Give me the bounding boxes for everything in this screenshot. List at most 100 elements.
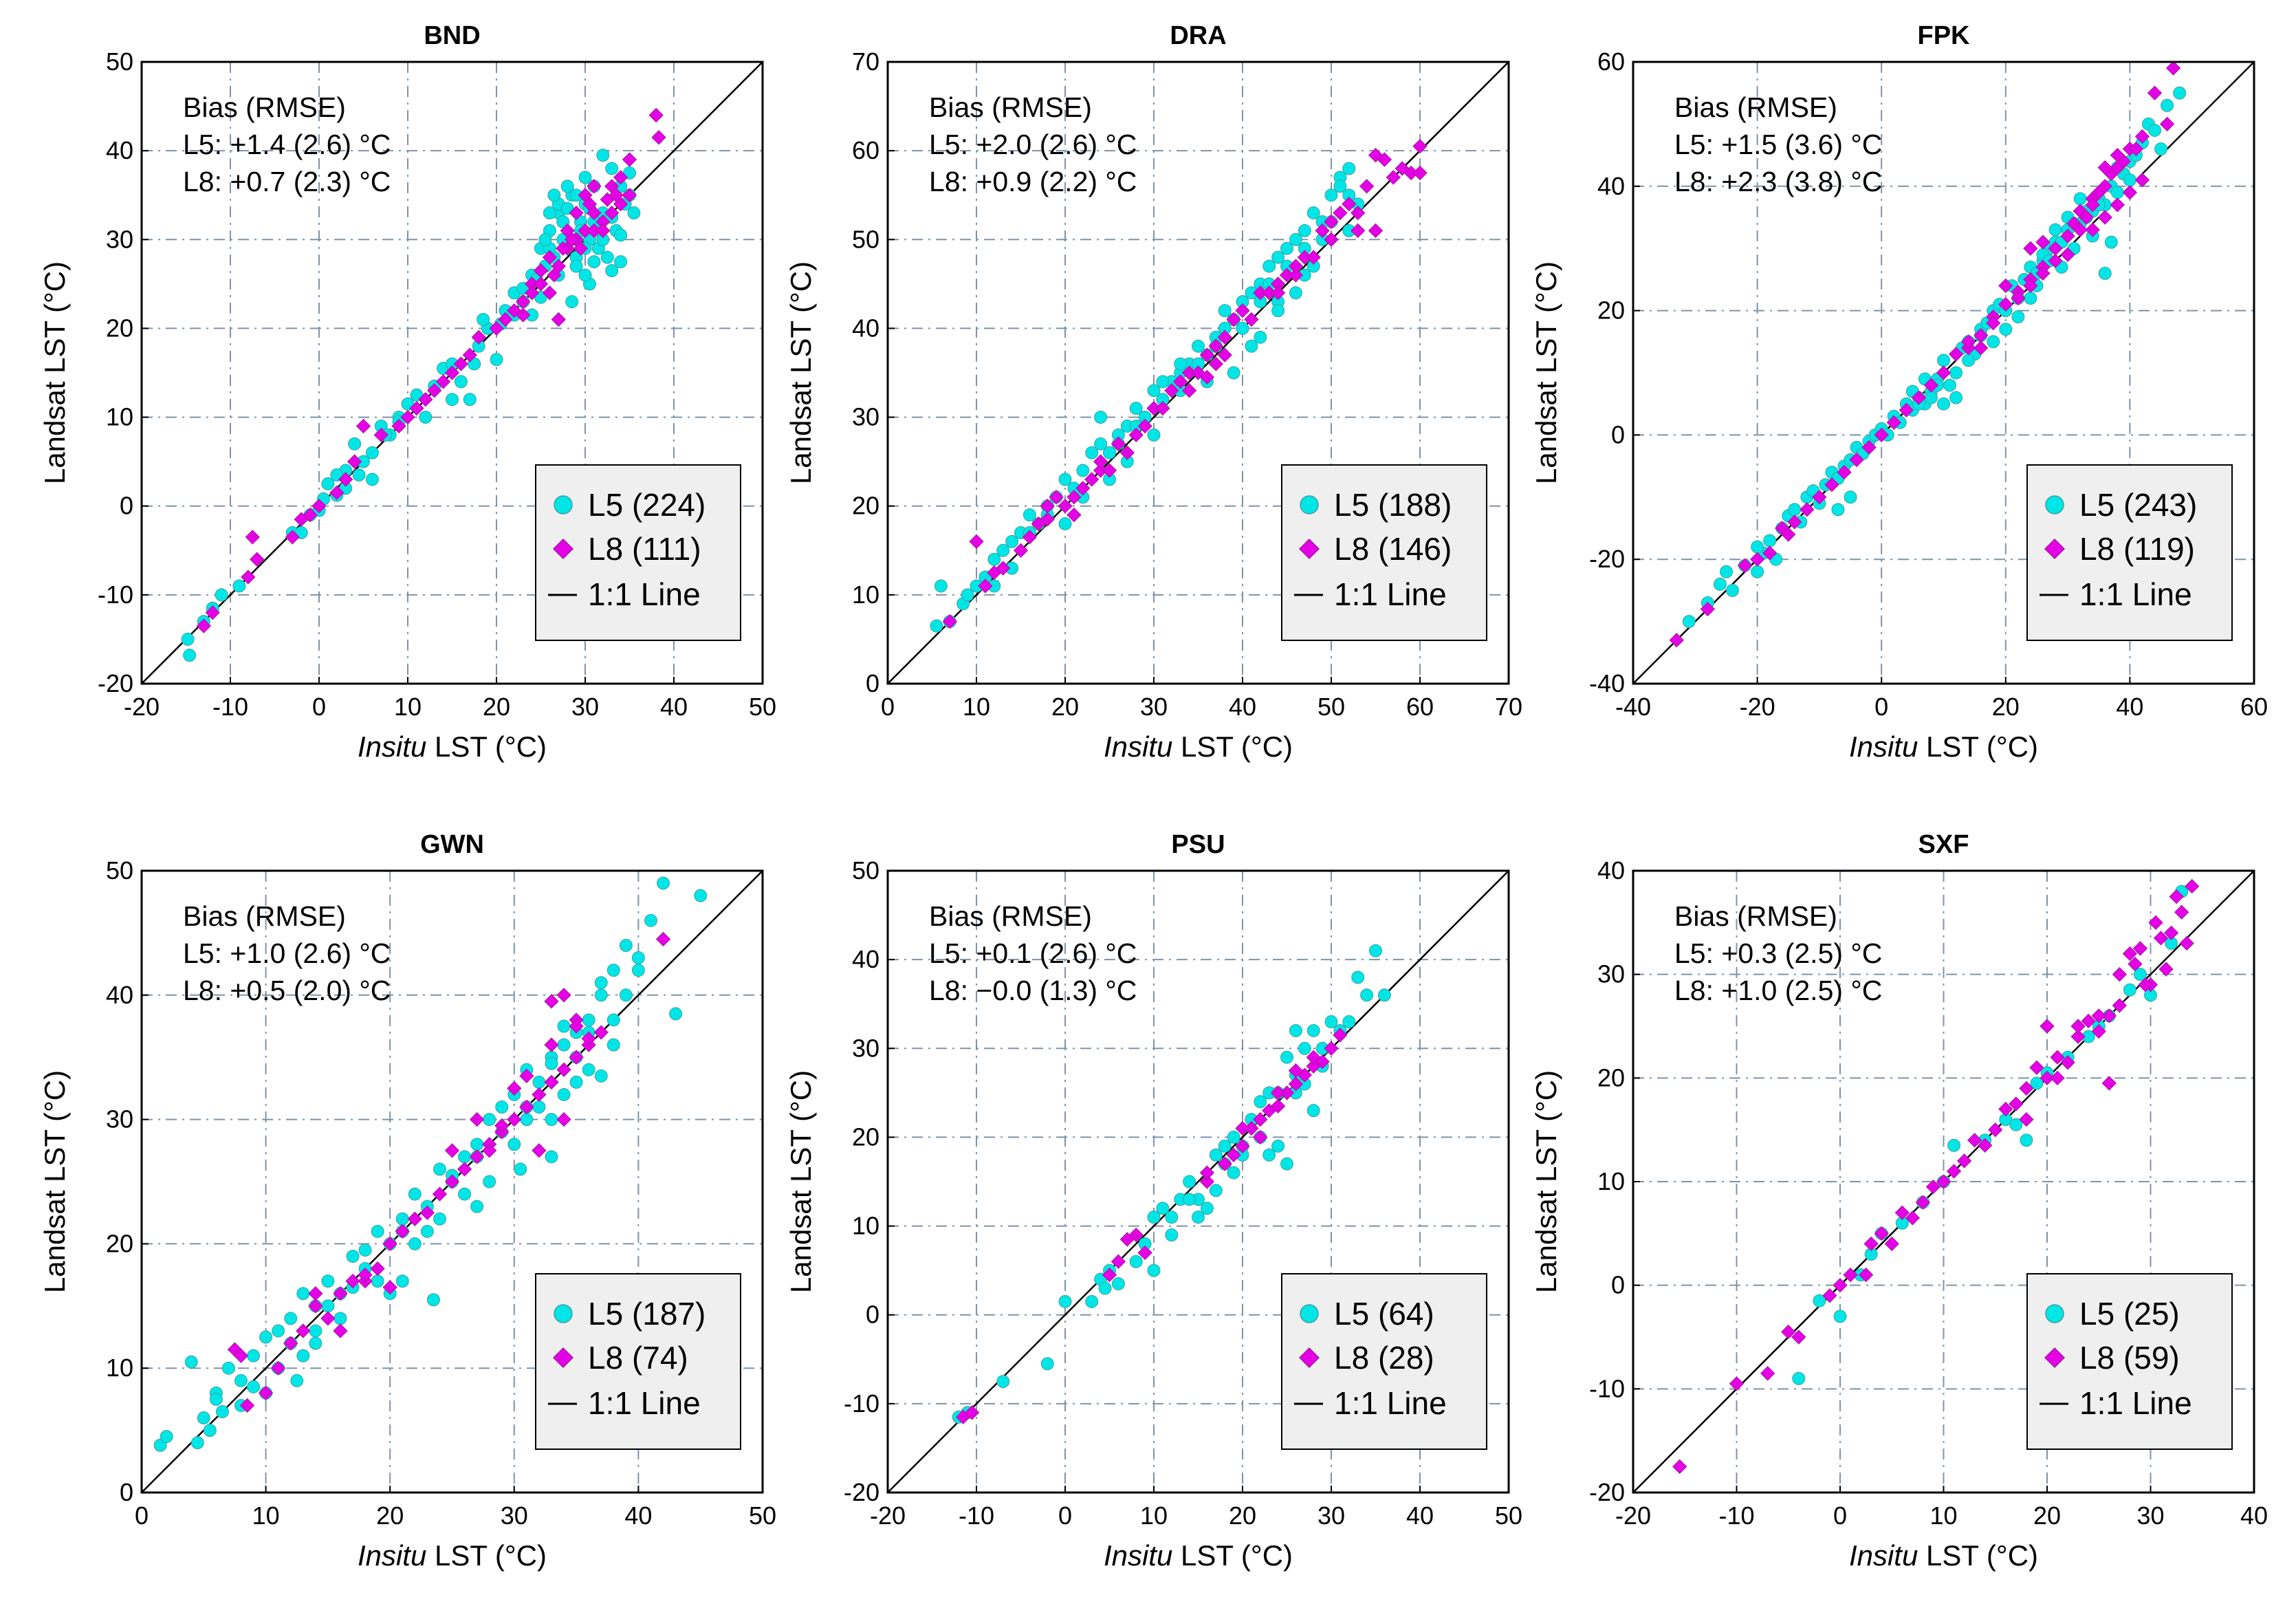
- l5-point: [1192, 339, 1205, 353]
- l8-point: [457, 1162, 472, 1177]
- l8-point: [1858, 1267, 1874, 1283]
- l5-point: [1200, 1202, 1214, 1215]
- l8-point: [1288, 268, 1304, 283]
- y-tick-label: 20: [852, 492, 879, 520]
- l5-point: [1254, 330, 1267, 344]
- legend-l8-name: L8: [588, 1340, 623, 1376]
- l5-point: [1183, 1193, 1196, 1206]
- x-tick-label: 0: [881, 693, 895, 721]
- y-tick-label: 30: [852, 1034, 879, 1062]
- l5-point: [1306, 1023, 1320, 1037]
- l8-point: [556, 1062, 571, 1077]
- l5-point: [358, 1243, 372, 1257]
- y-tick-label: 30: [852, 403, 879, 431]
- l5-point: [614, 255, 628, 269]
- x-axis-label: Insitu LST (°C): [1104, 730, 1293, 763]
- l8-point: [2079, 210, 2094, 225]
- l8-point: [1235, 1138, 1250, 1154]
- x-tick-label: 40: [2240, 1501, 2268, 1530]
- l8-point: [2009, 1096, 2024, 1111]
- l5-point: [483, 1175, 496, 1189]
- l8-point: [370, 1261, 385, 1277]
- l5-point: [1999, 323, 2013, 336]
- l5-point: [2024, 292, 2037, 305]
- l8-point: [1948, 347, 1964, 362]
- legend-l5-label: L5 (243): [2079, 487, 2197, 523]
- l5-point: [1271, 1139, 1285, 1153]
- l8-point: [1760, 1366, 1775, 1381]
- l5-point: [557, 1019, 571, 1033]
- l8-point: [1998, 278, 2013, 294]
- l8-point: [469, 1149, 485, 1164]
- l8-point: [395, 1224, 410, 1239]
- l5-point: [2073, 192, 2087, 206]
- l5-point: [1209, 1148, 1223, 1162]
- l5-point: [2148, 123, 2162, 137]
- l8-point: [1800, 502, 1815, 517]
- l5-point: [1289, 1023, 1302, 1037]
- l5-point: [1085, 446, 1099, 459]
- l8-point: [462, 347, 478, 362]
- legend-l5-name: L5: [2079, 487, 2114, 523]
- legend-l5-count: (187): [623, 1296, 706, 1332]
- l8-point: [1837, 464, 1852, 480]
- l5-point: [1227, 366, 1240, 380]
- stats-header: Bias (RMSE): [183, 900, 346, 932]
- l8-point: [1235, 303, 1250, 318]
- l8-point: [1217, 347, 1232, 362]
- legend-l8-label: L8 (59): [2079, 1340, 2180, 1376]
- l5-point: [1949, 366, 1963, 380]
- stats-header: Bias (RMSE): [1674, 900, 1837, 932]
- chart-panel-dra: DRA 00 10 10 20 20 30 30 40 40 50 50 60 60 70 70 Insitu …: [785, 21, 1522, 763]
- l5-point: [560, 180, 574, 193]
- l5-point: [1298, 224, 1311, 237]
- l5-point: [1271, 250, 1285, 264]
- legend-l5-name: L5: [1334, 1296, 1369, 1332]
- l5-point: [1183, 1175, 1196, 1189]
- l8-point: [587, 205, 602, 221]
- l5-point: [619, 938, 633, 952]
- l5-point: [1306, 206, 1320, 220]
- l8-point: [1988, 1122, 2003, 1138]
- l5-point: [557, 1038, 571, 1052]
- l5-point: [545, 1150, 558, 1164]
- l5-point: [514, 1162, 527, 1176]
- x-axis-label: Insitu LST (°C): [1849, 1539, 2038, 1572]
- l8-point: [347, 454, 362, 469]
- l5-point: [578, 268, 592, 282]
- l8-point: [569, 1050, 584, 1065]
- legend-l5-label: L5 (187): [588, 1296, 706, 1332]
- l8-point: [2060, 1055, 2075, 1070]
- l5-point: [408, 1237, 422, 1250]
- l8-point: [303, 507, 318, 523]
- l5-point: [1236, 321, 1249, 335]
- l5-point: [1943, 378, 1957, 392]
- l5-point: [1962, 354, 1976, 367]
- l8-point: [978, 578, 993, 594]
- y-tick-label: 0: [866, 1301, 879, 1329]
- l5-point: [619, 988, 633, 1002]
- l5-point: [1289, 286, 1302, 300]
- l5-point: [1682, 615, 1696, 629]
- l8-point: [498, 312, 513, 327]
- l5-point: [1058, 473, 1072, 486]
- l8-point: [1199, 347, 1215, 362]
- legend-l5-name: L5: [588, 487, 623, 523]
- l8-point: [1861, 440, 1877, 455]
- x-tick-label: 30: [571, 693, 599, 721]
- l8-point: [400, 409, 415, 425]
- l8-point: [308, 1286, 323, 1301]
- l5-point: [1298, 1041, 1311, 1055]
- l8-point: [239, 1398, 255, 1413]
- l8-point: [432, 1186, 448, 1202]
- x-axis-label-rest: LST (°C): [426, 1539, 547, 1572]
- l5-point: [348, 437, 362, 451]
- l8-point: [2035, 265, 2051, 281]
- l5-point: [1058, 517, 1072, 531]
- l8-point: [1208, 338, 1224, 354]
- l5-point: [419, 411, 433, 424]
- l8-point: [1967, 1133, 1982, 1148]
- l8-point: [2110, 197, 2125, 213]
- legend-l8-count: (111): [623, 531, 701, 567]
